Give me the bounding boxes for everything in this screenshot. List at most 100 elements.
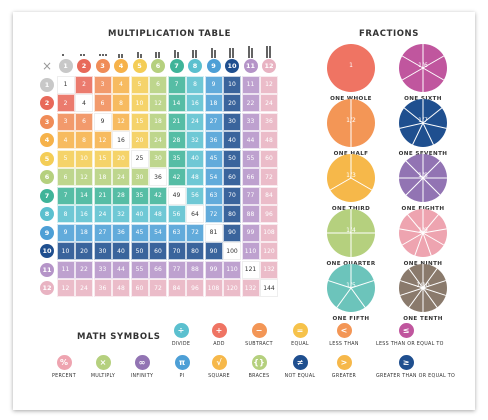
- fraction-value: 1: [349, 62, 353, 69]
- table-cell: 24: [75, 279, 93, 297]
- symbol-label: PI: [179, 374, 185, 379]
- table-cell: 9: [204, 75, 223, 94]
- table-cell: 49: [167, 186, 186, 205]
- symbol-percent: % PERCENT: [34, 355, 94, 379]
- symbol-label: MULTIPLY: [90, 374, 116, 379]
- table-cell: 132: [241, 279, 260, 297]
- fraction-pie-icon: [327, 99, 375, 147]
- fraction-7: 1/7 ONE SEVENTH: [395, 97, 451, 157]
- symbol-icon: ∞: [134, 355, 150, 370]
- table-cell: 80: [186, 242, 204, 260]
- table-cell: 2: [75, 75, 93, 94]
- table-cell: 12: [75, 168, 93, 186]
- column-header-8: 8: [188, 59, 202, 73]
- table-cell: 40: [112, 242, 130, 260]
- table-cell: 25: [130, 149, 149, 168]
- table-cell: 12: [149, 94, 167, 112]
- table-cell: 30: [149, 149, 167, 168]
- table-cell: 28: [112, 186, 130, 205]
- table-cell: 120: [223, 279, 241, 297]
- symbol-label: EQUAL: [291, 342, 309, 347]
- table-cell: 108: [260, 223, 278, 242]
- symbol-label: LESS THAN: [329, 342, 359, 347]
- symbol-icon: π: [174, 355, 190, 370]
- table-cell: 48: [186, 168, 204, 186]
- table-cell: 14: [167, 94, 186, 112]
- fraction-pie-icon: [399, 209, 447, 257]
- symbol-icon: %: [56, 355, 72, 370]
- fraction-value: 1/6: [418, 62, 428, 69]
- table-cell: 60: [223, 168, 241, 186]
- table-cell: 84: [167, 279, 186, 297]
- table-cell: 36: [112, 223, 130, 242]
- table-cell: 72: [149, 279, 167, 297]
- table-cell: 30: [130, 168, 149, 186]
- table-cell: 6: [149, 75, 167, 94]
- fraction-value: 1/2: [346, 117, 356, 124]
- dot-counter-icon: [168, 45, 186, 58]
- table-cell: 66: [241, 168, 260, 186]
- symbol-divide: ÷ DIVIDE: [151, 323, 211, 347]
- table-cell: 96: [186, 279, 204, 297]
- fraction-pie-icon: [399, 264, 447, 312]
- dot-counter-icon: [57, 45, 75, 57]
- row-header-8: 8: [40, 207, 54, 221]
- fraction-4: 1/4 ONE QUARTER: [323, 207, 379, 267]
- fraction-pie-icon: [327, 264, 375, 312]
- symbol-label: SQUARE: [208, 374, 230, 379]
- row-header-4: 4: [40, 133, 54, 147]
- fraction-value: 1/4: [346, 227, 356, 234]
- table-cell: 27: [204, 112, 223, 131]
- row-header-10: 10: [40, 244, 54, 258]
- table-cell: 5: [56, 149, 75, 168]
- table-cell: 99: [204, 260, 223, 279]
- table-cell: 40: [223, 131, 241, 149]
- table-cell: 42: [149, 186, 167, 205]
- table-cell: 20: [223, 94, 241, 112]
- table-cell: 1: [56, 75, 75, 94]
- dot-counter-icon: [242, 45, 260, 58]
- table-cell: 21: [167, 112, 186, 131]
- symbol-subtract: − SUBTRACT: [229, 323, 289, 347]
- dot-counter-icon: [260, 45, 278, 58]
- fraction-value: 1/7: [418, 117, 428, 124]
- table-cell: 12: [93, 131, 112, 149]
- column-header-10: 10: [225, 59, 239, 73]
- symbol-label: SUBTRACT: [245, 342, 273, 347]
- table-cell: 33: [241, 112, 260, 131]
- table-cell: 60: [130, 279, 149, 297]
- dot-counter-icon: [223, 45, 241, 58]
- table-cell: 10: [223, 75, 241, 94]
- symbol-less-than-or-equal-to: ≤ LESS THAN OR EQUAL TO: [376, 323, 443, 347]
- table-cell: 18: [149, 112, 167, 131]
- table-cell: 18: [75, 223, 93, 242]
- table-cell: 35: [130, 186, 149, 205]
- symbol-label: NOT EQUAL: [284, 374, 316, 379]
- dot-counter-icon: [149, 45, 167, 58]
- table-cell: 21: [93, 186, 112, 205]
- fraction-6: 1/6 ONE SIXTH: [395, 42, 451, 102]
- symbol-infinity: ∞ INFINITY: [112, 355, 172, 379]
- poster: MULTIPLICATION TABLE FRACTIONS MATH SYMB…: [13, 12, 475, 410]
- table-cell: 11: [241, 75, 260, 94]
- symbol-icon: +: [211, 323, 227, 338]
- table-cell: 55: [130, 260, 149, 279]
- column-header-3: 3: [95, 59, 110, 73]
- table-cell: 144: [260, 279, 278, 297]
- table-cell: 20: [130, 131, 149, 149]
- table-cell: 110: [223, 260, 241, 279]
- row-header-6: 6: [40, 170, 54, 184]
- table-cell: 33: [93, 260, 112, 279]
- table-cell: 12: [260, 75, 278, 94]
- table-cell: 84: [260, 186, 278, 205]
- row-header-3: 3: [40, 114, 54, 129]
- fraction-pie-icon: [327, 44, 375, 92]
- fraction-label: ONE FIFTH: [332, 316, 370, 322]
- row-header-5: 5: [40, 151, 54, 166]
- symbol-icon: {}: [251, 355, 267, 370]
- table-cell: 44: [241, 131, 260, 149]
- column-header-5: 5: [132, 59, 147, 73]
- dot-counter-icon: [205, 45, 223, 58]
- table-cell: 45: [130, 223, 149, 242]
- symbol-icon: √: [211, 355, 227, 370]
